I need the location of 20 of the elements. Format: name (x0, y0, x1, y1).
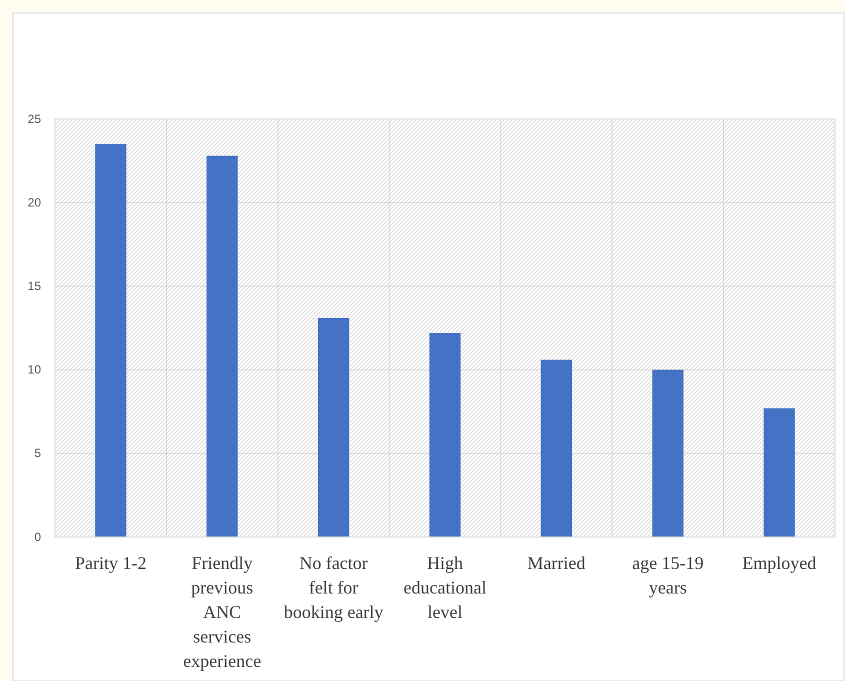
x-tick-label: Friendly previous ANC services experience (183, 553, 262, 671)
x-tick-label: Married (527, 553, 586, 573)
y-tick-label: 20 (28, 195, 42, 210)
bar (540, 360, 572, 537)
bar (764, 408, 795, 537)
y-tick-label: 10 (28, 362, 42, 377)
bar (318, 318, 350, 537)
y-tick-label: 25 (28, 112, 42, 126)
x-tick-label: High educational level (404, 553, 486, 622)
x-tick-label: Parity 1-2 (74, 553, 146, 573)
y-tick-label: 0 (34, 530, 42, 544)
bar (206, 156, 238, 537)
x-tick-label: age 15-19 years (632, 553, 704, 598)
bar (429, 333, 461, 537)
y-tick-label: 15 (28, 279, 42, 294)
x-tick-label: No factor felt for booking early (284, 553, 384, 622)
x-tick-label: Employed (742, 553, 816, 573)
bar (652, 370, 684, 537)
bar (95, 144, 126, 537)
y-tick-label: 5 (34, 446, 42, 460)
